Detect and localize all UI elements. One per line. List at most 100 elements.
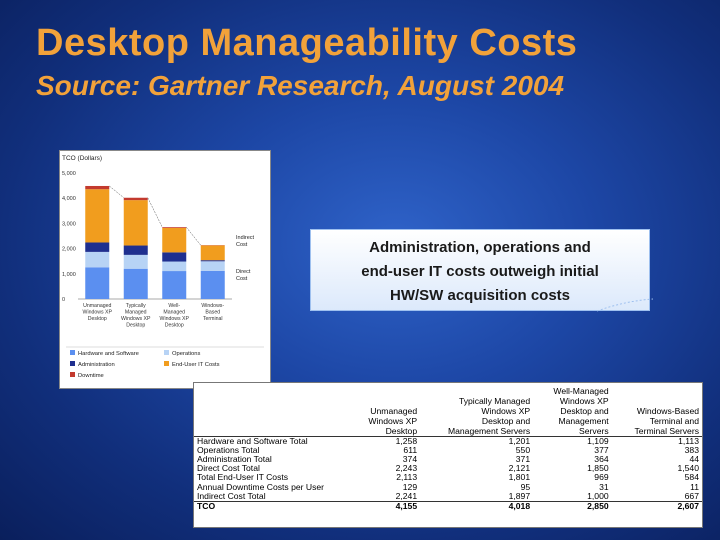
table-column-header: Typically Managed Windows XP Desktop and Ma… <box>420 383 533 436</box>
table-cell: 611 <box>403 444 418 455</box>
table-cell: 31 <box>599 481 609 492</box>
x-category-label: Unmanaged <box>83 303 111 309</box>
column-header-line: Servers <box>579 425 609 436</box>
legend-label-administration: Administration <box>78 362 115 368</box>
tco-data-table: Unmanaged Windows XP Desktop Typically Mana… <box>193 382 703 528</box>
table-cell: 371 <box>515 453 531 464</box>
table-cell: 1,258 <box>350 435 421 446</box>
row-label: Total End-User IT Costs <box>197 472 289 483</box>
legend-label-hardware: Hardware and Software <box>78 351 139 357</box>
indirect-cost-annotation: Indirect <box>236 235 255 241</box>
table-cell: 374 <box>402 453 418 464</box>
table-cell: 667 <box>684 490 699 501</box>
y-tick-label: 5,000 <box>62 171 76 177</box>
bar-segment-end_user <box>162 227 187 253</box>
table-cell: 1,897 <box>508 490 531 501</box>
row-label: Operations Total <box>197 444 260 455</box>
x-category-label: Terminal <box>203 316 223 322</box>
row-label: Hardware and Software Total <box>194 435 350 446</box>
bar-segment-operations <box>85 251 110 268</box>
y-tick-label: 4,000 <box>62 196 76 202</box>
bar-segment-end_user <box>200 245 225 261</box>
x-category-label: Well- <box>168 303 180 309</box>
column-header-line: Desktop and <box>481 415 531 426</box>
table-cell: 1,850 <box>587 463 609 474</box>
y-axis-label: TCO (Dollars) <box>62 155 102 162</box>
y-tick-label: 1,000 <box>62 272 76 278</box>
row-label: Indirect Cost Total <box>197 490 266 501</box>
column-header-line: Windows XP <box>368 415 418 426</box>
x-category-label: Desktop <box>126 323 145 329</box>
callout-line-1: Administration, operations and <box>369 239 591 256</box>
legend-label-operations: Operations <box>172 351 200 357</box>
column-header-line: Windows XP <box>559 395 609 406</box>
callout-box: Administration, operations and end-user … <box>310 229 650 311</box>
callout-line-3: HW/SW acquisition costs <box>389 287 570 304</box>
callout-line-2: end-user IT costs outweigh initial <box>361 263 599 280</box>
y-tick-label: 0 <box>62 297 65 303</box>
table-column-header: Windows-Based Terminal and Terminal Server… <box>612 383 702 436</box>
table-cell: 1,109 <box>533 435 612 446</box>
table-cell: 550 <box>515 444 531 455</box>
row-label: Annual Downtime Costs per User <box>197 481 325 492</box>
table-cell: 1,000 <box>587 490 609 501</box>
bar-segment-administration <box>162 252 187 262</box>
direct-cost-annotation: Direct <box>236 269 251 275</box>
table-header: Unmanaged Windows XP Desktop Typically Mana… <box>194 383 702 436</box>
table-cell: 95 <box>520 481 531 492</box>
table-cell: 1,201 <box>420 435 534 446</box>
y-tick-label: 3,000 <box>62 221 76 227</box>
column-header-line: Typically Managed <box>458 395 531 406</box>
slide-subtitle: Source: Gartner Research, August 2004 <box>36 70 565 101</box>
indirect-cost-annotation: Cost <box>236 242 248 248</box>
x-category-label: Windows- <box>201 303 224 309</box>
table-cell: 2,121 <box>508 463 531 474</box>
row-label: TCO <box>194 500 350 512</box>
column-header-line: Desktop <box>385 425 418 436</box>
x-category-label: Windows XP <box>121 316 151 322</box>
table-column-header: Well-Managed Windows XP Desktop and Managem… <box>533 383 612 436</box>
table-cell: 1,540 <box>677 463 699 474</box>
bar-segment-hardware <box>200 270 225 299</box>
table-cell: 2,243 <box>395 463 418 474</box>
bar-segment-hardware <box>85 267 110 299</box>
table-cell: 2,113 <box>396 472 418 483</box>
column-header-line: Terminal Servers <box>634 425 699 436</box>
tco-stacked-bar-chart: TCO (Dollars) 0 1,000 2,000 3,000 4,000 5,000 U… <box>62 155 264 379</box>
table-cell: 1,113 <box>611 435 702 446</box>
bar-segment-downtime <box>162 227 187 228</box>
table-cell: 584 <box>684 472 699 483</box>
column-header-line: Unmanaged <box>370 405 418 416</box>
x-category-label: Windows XP <box>160 316 190 322</box>
column-header-line: Management Servers <box>447 425 531 436</box>
x-category-label: Windows XP <box>83 310 113 316</box>
legend-label-downtime: Downtime <box>78 373 104 379</box>
table-row: Operations Total 611 550 377 383 <box>194 444 702 455</box>
bar-segment-hardware <box>123 268 148 299</box>
bar-segment-operations <box>200 261 225 271</box>
table-cell: 364 <box>594 453 609 464</box>
legend-label-end_user: End-User IT Costs <box>172 362 220 368</box>
table-cell: 2,850 <box>533 500 612 512</box>
connector-line <box>109 185 124 198</box>
table-cell: 11 <box>690 481 699 492</box>
table-cell: 129 <box>402 481 418 492</box>
bar-segment-hardware <box>162 271 187 299</box>
table-row: Annual Downtime Costs per User 129 95 31 11 <box>194 481 702 492</box>
connector-line <box>147 197 163 228</box>
column-header-line: Terminal and <box>649 415 699 426</box>
table-row: Administration Total 374 371 364 44 <box>194 453 702 464</box>
legend-swatch-administration <box>70 361 75 366</box>
column-header-line: Management <box>558 415 609 426</box>
tco-chart-panel: TCO (Dollars) 0 1,000 2,000 3,000 4,000 5,000 U… <box>59 150 271 389</box>
y-tick-label: 2,000 <box>62 247 76 253</box>
bar-segment-end_user <box>85 189 110 243</box>
table-row: Total End-User IT Costs 2,113 1,801 969 584 <box>194 473 702 482</box>
table-cell: 2,241 <box>395 490 418 501</box>
table-cell: 383 <box>684 444 699 455</box>
x-category-label: Managed <box>163 310 185 316</box>
legend-swatch-hardware <box>70 350 75 355</box>
table-cell: 2,607 <box>611 500 702 512</box>
table-row: Hardware and Software Total 1,258 1,201 1,1… <box>194 435 702 446</box>
callout-pointer <box>596 298 654 312</box>
